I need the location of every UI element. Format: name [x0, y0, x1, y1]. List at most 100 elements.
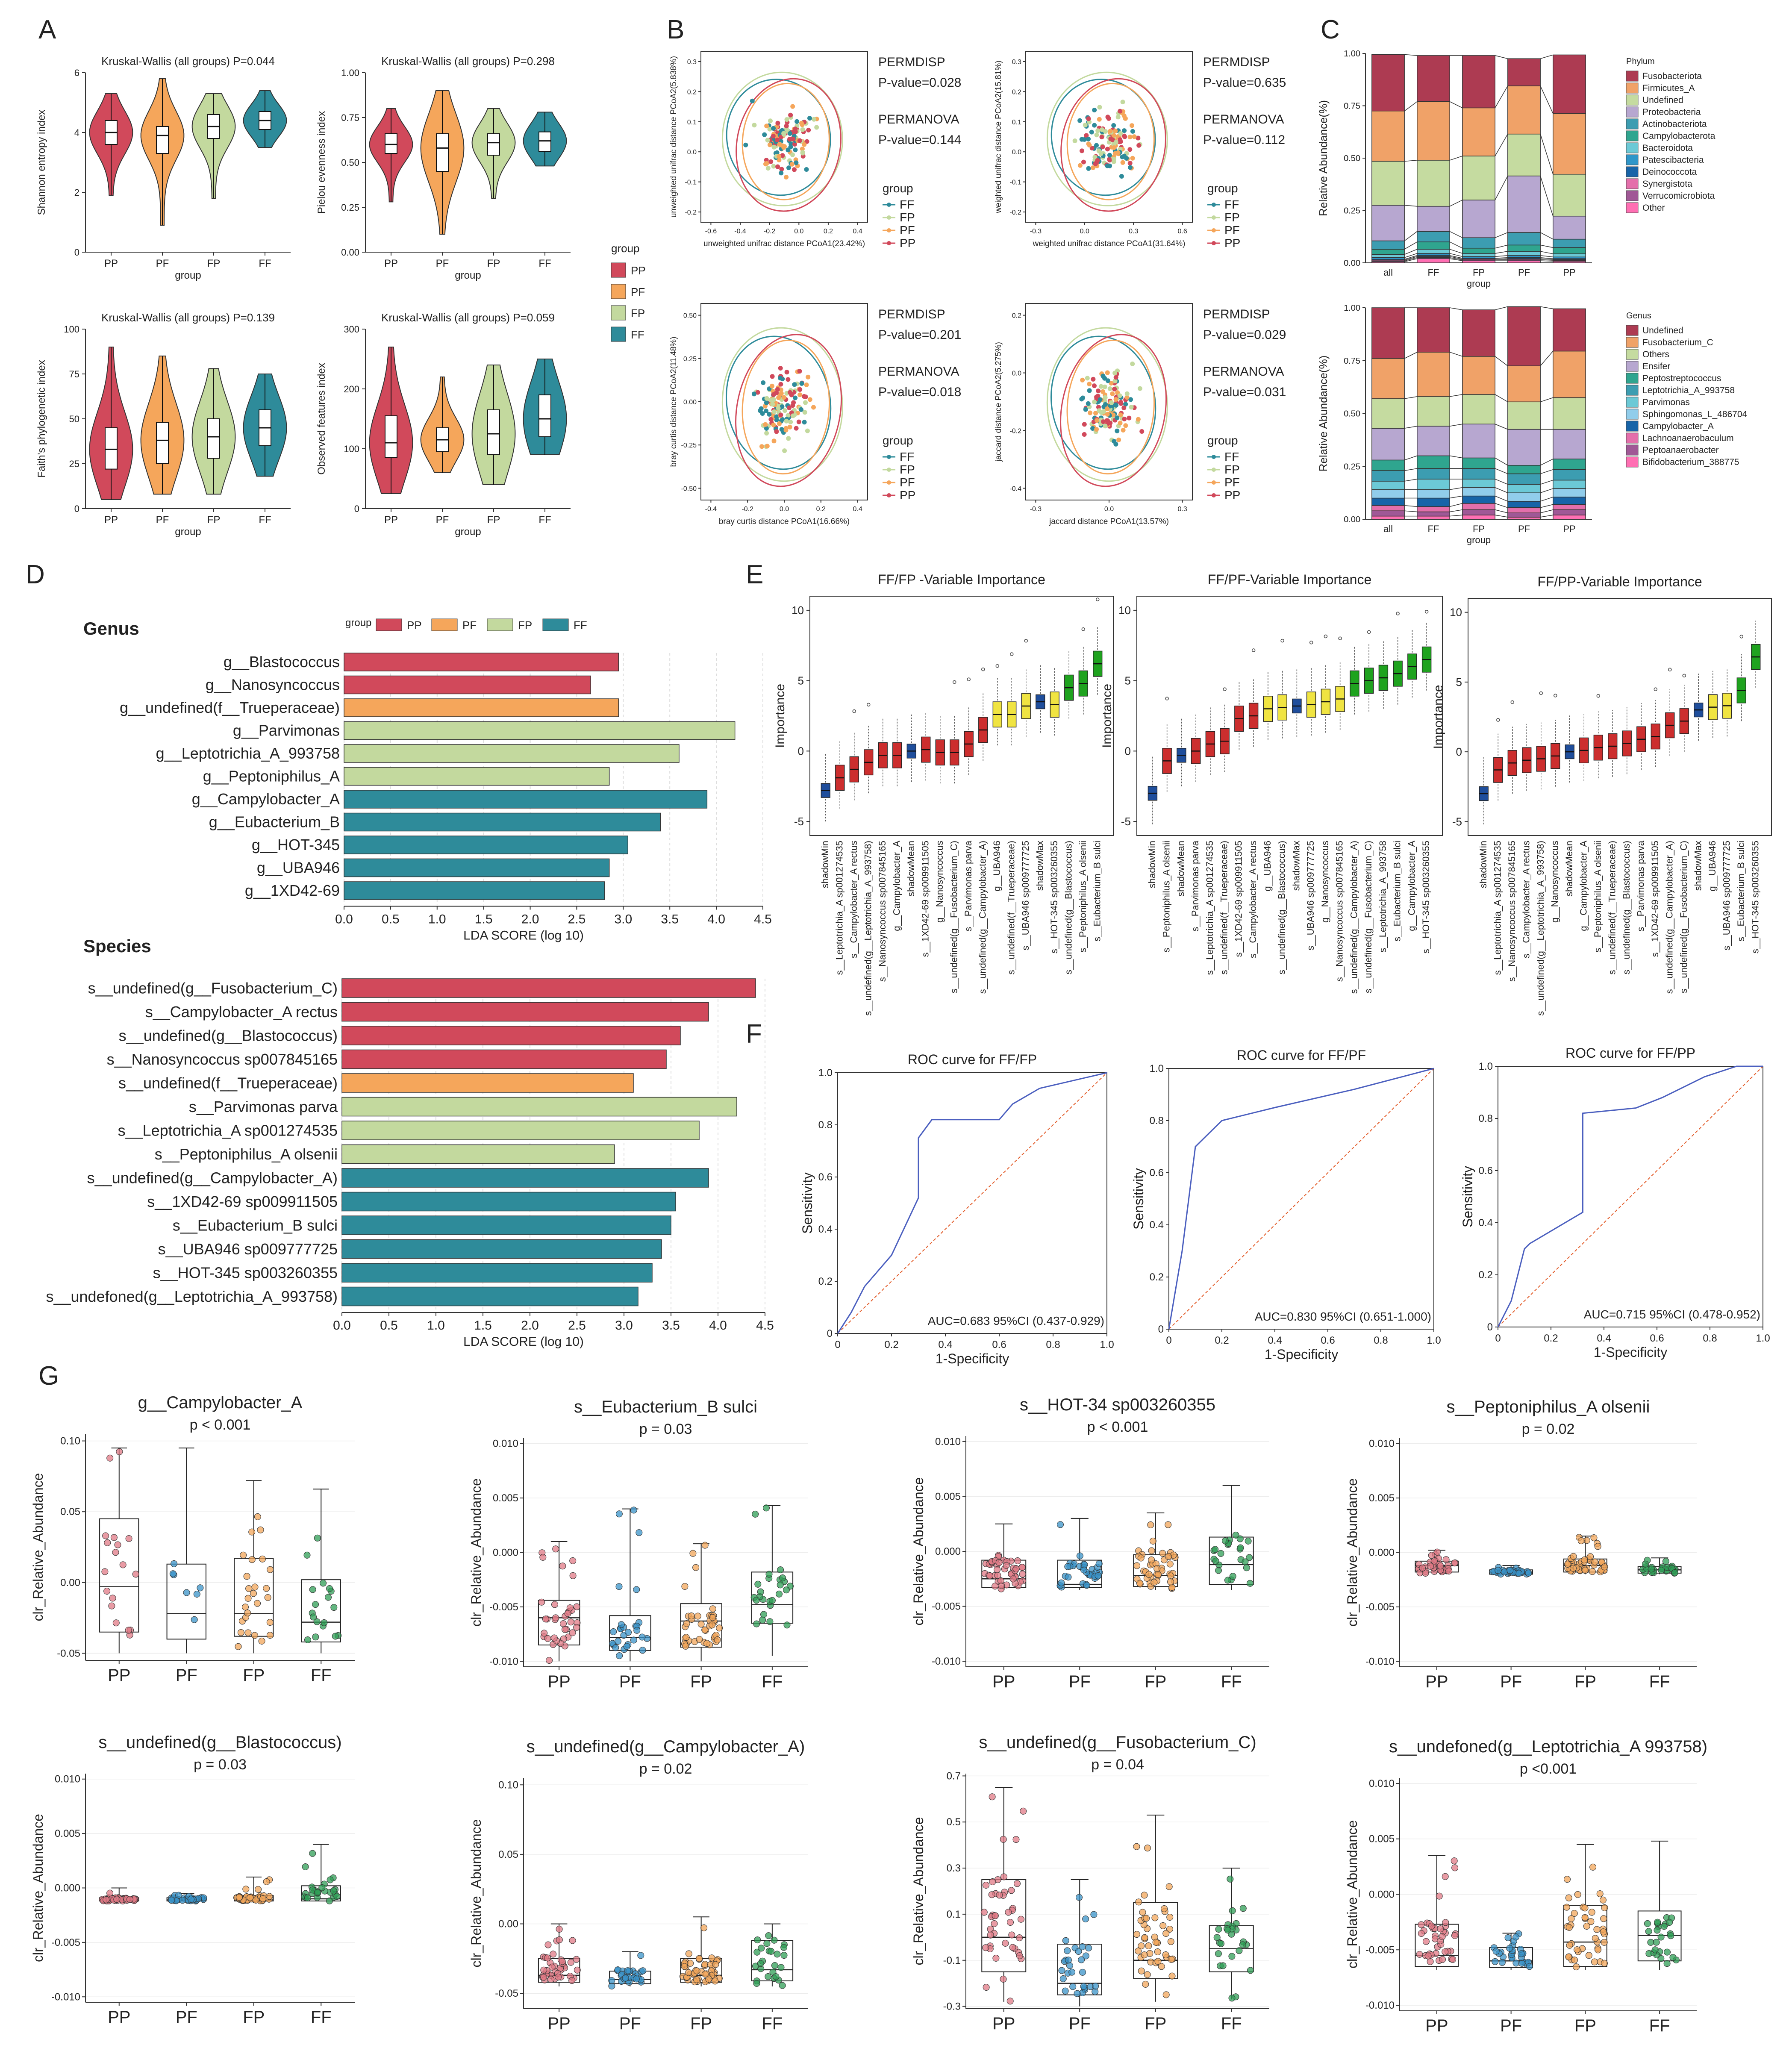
y-tick-label: 5: [1456, 676, 1462, 689]
point-PF: [1105, 406, 1110, 412]
point-PP: [1099, 135, 1104, 140]
data-point-FF: [309, 1850, 316, 1857]
outlier: [1396, 612, 1400, 615]
bar-label: g__UBA946: [257, 859, 340, 876]
data-point-PP: [983, 1882, 990, 1889]
data-point-PP: [564, 1610, 571, 1617]
x-tick-label: s__Nanosyncoccus sp007845165: [1507, 841, 1517, 982]
data-point-FP: [683, 1634, 690, 1641]
data-point-FP: [1154, 1571, 1162, 1578]
stack-segment-Peptoanaerobacter: [1417, 511, 1450, 517]
box: [156, 126, 169, 154]
p-value: p < 0.001: [190, 1417, 251, 1433]
data-point-FP: [1142, 1980, 1149, 1988]
y-tick-label: 0.00: [341, 247, 359, 258]
point-FP: [786, 413, 791, 418]
point-PF: [1080, 377, 1085, 383]
legend-swatch: [1626, 82, 1639, 94]
data-point-FP: [1573, 1963, 1580, 1971]
legend-label: Verrucomicrobiota: [1642, 191, 1715, 201]
legend-label: Fusobacterium_C: [1642, 338, 1713, 347]
connector-line: [1540, 306, 1553, 309]
x-tick-label: 2.5: [568, 912, 586, 927]
data-point-FF: [783, 1586, 790, 1594]
data-point-FF: [763, 1504, 770, 1512]
point-PP: [1084, 133, 1089, 138]
point-PF: [1116, 437, 1121, 442]
data-point-FF: [757, 1588, 764, 1595]
data-point-FP: [1144, 1845, 1151, 1852]
x-tick-label: 0.0: [794, 228, 803, 235]
data-point-FP: [683, 1620, 690, 1627]
ellipse-FF: [1050, 79, 1156, 196]
bar-label: s__Nanosyncoccus sp007845165: [107, 1050, 338, 1068]
point-PP: [784, 370, 789, 375]
x-tick-label: s__Nanosyncoccus sp007845165: [877, 841, 888, 982]
legend-title: group: [1207, 434, 1238, 447]
ellipse-FF: [726, 79, 831, 196]
point-PF: [1121, 113, 1127, 118]
legend-swatch: [1626, 118, 1639, 129]
connector-line: [1404, 101, 1418, 112]
data-point-PP: [560, 1620, 567, 1627]
outlier: [1223, 687, 1227, 691]
point-PF: [1113, 128, 1118, 133]
data-point-PF: [1068, 1968, 1076, 1976]
point-PP: [778, 412, 783, 418]
point-FP: [1120, 100, 1125, 105]
x-tick-label: s__HOT-345 sp003260355: [1421, 841, 1431, 953]
point-FP: [771, 409, 777, 414]
data-point-PP: [1012, 1565, 1020, 1573]
data-point-FP: [1145, 1942, 1152, 1949]
data-point-PP: [125, 1627, 132, 1634]
data-point-PF: [1058, 1579, 1065, 1586]
point-FF: [779, 171, 784, 176]
x-tick-label: s__Leptotrichia_A sp001274535: [1492, 841, 1503, 975]
stack-segment-Peptostreptococcus: [1371, 459, 1405, 471]
data-point-PP: [1436, 1892, 1443, 1900]
data-point-PF: [1082, 1952, 1089, 1960]
data-point-FP: [701, 1961, 709, 1968]
point-FF: [1115, 428, 1120, 433]
x-tick-label: s__Eubacterium_B sulci: [1392, 841, 1403, 942]
point-PF: [1105, 370, 1110, 375]
pcoa-chart-B3: -0.4 -0.2 0.0 0.2 0.4-0.50-0.250.000.250.50b…: [669, 303, 961, 526]
data-point-FF: [1212, 1546, 1219, 1553]
legend-label: Undefined: [1642, 326, 1683, 335]
chart-title: Kruskal-Wallis (all groups) P=0.059: [381, 311, 555, 324]
x-tick-label: 0.0: [1080, 228, 1089, 235]
data-point-FP: [251, 1632, 258, 1639]
point-FF: [1083, 407, 1088, 412]
outlier: [1024, 639, 1028, 643]
y-axis-label: clr_Relative_Abundance: [911, 1817, 926, 1966]
point-PP: [1122, 416, 1127, 421]
point-PP: [1122, 134, 1127, 139]
point-FP: [791, 413, 796, 418]
stack-segment-Parvimonas: [1462, 479, 1495, 488]
stack-segment-Sphingomonas_L_486704: [1371, 489, 1405, 499]
stack-segment-Actinobacteriota: [1462, 237, 1495, 249]
x-tick-label: FF: [762, 2014, 783, 2033]
data-point-FP: [1143, 1915, 1150, 1922]
data-point-PP: [569, 1572, 577, 1579]
lda-bar: [344, 653, 619, 671]
box-chart-G8: s__undefoned(g__Leptotrichia_A 993758)p …: [1345, 1737, 1707, 2035]
data-point-FF: [759, 1616, 766, 1624]
data-point-PP: [1422, 1938, 1430, 1945]
point-FP: [1103, 129, 1108, 134]
data-point-PP: [1427, 1958, 1434, 1965]
stack-segment-Peptoanaerobacter: [1507, 512, 1541, 518]
connector-line: [1404, 54, 1417, 56]
x-tick-label: 0.2: [884, 1339, 898, 1351]
x-tick-label: s__Eubacterium_B sulci: [1736, 841, 1746, 942]
point-PF: [759, 444, 764, 449]
data-point-FP: [255, 1886, 262, 1893]
y-tick-label: 10: [792, 604, 804, 617]
data-point-FP: [1600, 1915, 1607, 1922]
bar-label: g__Eubacterium_B: [209, 813, 340, 830]
x-axis-label: group: [455, 526, 481, 538]
data-point-FP: [1136, 1580, 1143, 1587]
point-PP: [775, 121, 780, 126]
point-FP: [1113, 140, 1118, 145]
data-point-FP: [1595, 1946, 1601, 1954]
